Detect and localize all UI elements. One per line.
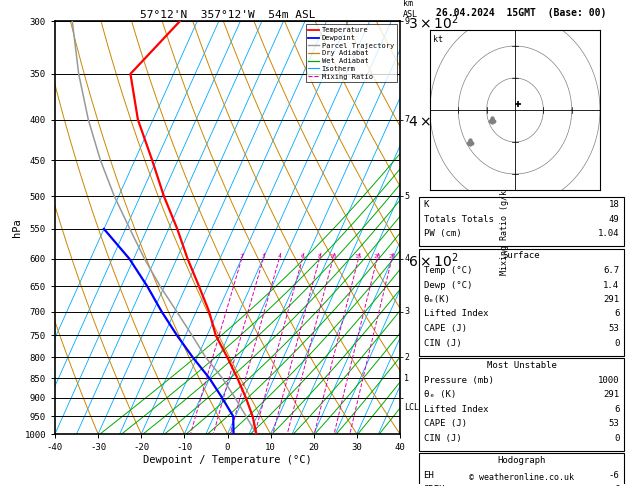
Text: 6.7: 6.7	[603, 266, 620, 275]
Bar	[420, 197, 624, 246]
Text: PW (cm): PW (cm)	[423, 229, 461, 238]
Text: 6: 6	[614, 310, 620, 318]
Text: Lifted Index: Lifted Index	[423, 404, 488, 414]
Bar	[420, 358, 624, 451]
Text: 5: 5	[404, 192, 409, 201]
Text: km
ASL: km ASL	[403, 0, 418, 18]
Text: K: K	[423, 200, 429, 209]
Text: 6: 6	[614, 404, 620, 414]
Text: LCL: LCL	[404, 403, 419, 412]
Text: 291: 291	[603, 295, 620, 304]
Text: 53: 53	[609, 419, 620, 428]
Bar	[420, 248, 624, 356]
Text: -6: -6	[609, 470, 620, 480]
Text: 3: 3	[262, 254, 265, 259]
Legend: Temperature, Dewpoint, Parcel Trajectory, Dry Adiabat, Wet Adiabat, Isotherm, Mi: Temperature, Dewpoint, Parcel Trajectory…	[306, 24, 396, 83]
Text: kt: kt	[433, 35, 443, 44]
Text: 15: 15	[355, 254, 362, 259]
Text: 25: 25	[388, 254, 396, 259]
Text: 0: 0	[614, 339, 620, 347]
Text: 3: 3	[404, 307, 409, 316]
Text: 6: 6	[614, 485, 620, 486]
Text: CIN (J): CIN (J)	[423, 339, 461, 347]
Text: 8: 8	[318, 254, 321, 259]
Text: 18: 18	[609, 200, 620, 209]
Text: 6: 6	[301, 254, 304, 259]
Text: CAPE (J): CAPE (J)	[423, 324, 467, 333]
Text: 2: 2	[404, 353, 409, 362]
Y-axis label: hPa: hPa	[12, 218, 21, 237]
Text: Pressure (mb): Pressure (mb)	[423, 376, 493, 384]
Text: CIN (J): CIN (J)	[423, 434, 461, 442]
Text: Temp (°C): Temp (°C)	[423, 266, 472, 275]
Text: CAPE (J): CAPE (J)	[423, 419, 467, 428]
Text: 2: 2	[240, 254, 243, 259]
Text: 4: 4	[277, 254, 281, 259]
Bar	[420, 453, 624, 486]
Text: Hodograph: Hodograph	[498, 456, 546, 465]
Text: 1.4: 1.4	[603, 280, 620, 290]
Text: 1000: 1000	[598, 376, 620, 384]
Text: Lifted Index: Lifted Index	[423, 310, 488, 318]
Title: 57°12'N  357°12'W  54m ASL: 57°12'N 357°12'W 54m ASL	[140, 10, 315, 20]
Text: EH: EH	[423, 470, 434, 480]
Text: 20: 20	[374, 254, 381, 259]
Text: 1.04: 1.04	[598, 229, 620, 238]
Text: 1: 1	[404, 374, 409, 383]
Y-axis label: Mixing Ratio (g/kg): Mixing Ratio (g/kg)	[500, 180, 509, 275]
Text: © weatheronline.co.uk: © weatheronline.co.uk	[469, 472, 574, 482]
Text: θₑ(K): θₑ(K)	[423, 295, 450, 304]
Text: 7: 7	[404, 115, 409, 124]
Text: Totals Totals: Totals Totals	[423, 214, 493, 224]
Text: 49: 49	[609, 214, 620, 224]
X-axis label: Dewpoint / Temperature (°C): Dewpoint / Temperature (°C)	[143, 455, 312, 465]
Text: 53: 53	[609, 324, 620, 333]
Text: θₑ (K): θₑ (K)	[423, 390, 456, 399]
Text: Surface: Surface	[503, 251, 540, 260]
Text: 10: 10	[329, 254, 337, 259]
Text: 0: 0	[614, 434, 620, 442]
Text: Most Unstable: Most Unstable	[487, 361, 557, 370]
Text: 26.04.2024  15GMT  (Base: 00): 26.04.2024 15GMT (Base: 00)	[437, 8, 607, 18]
Text: SREH: SREH	[423, 485, 445, 486]
Text: 4: 4	[404, 254, 409, 263]
Text: 291: 291	[603, 390, 620, 399]
Text: Dewp (°C): Dewp (°C)	[423, 280, 472, 290]
Text: 9: 9	[404, 17, 409, 25]
